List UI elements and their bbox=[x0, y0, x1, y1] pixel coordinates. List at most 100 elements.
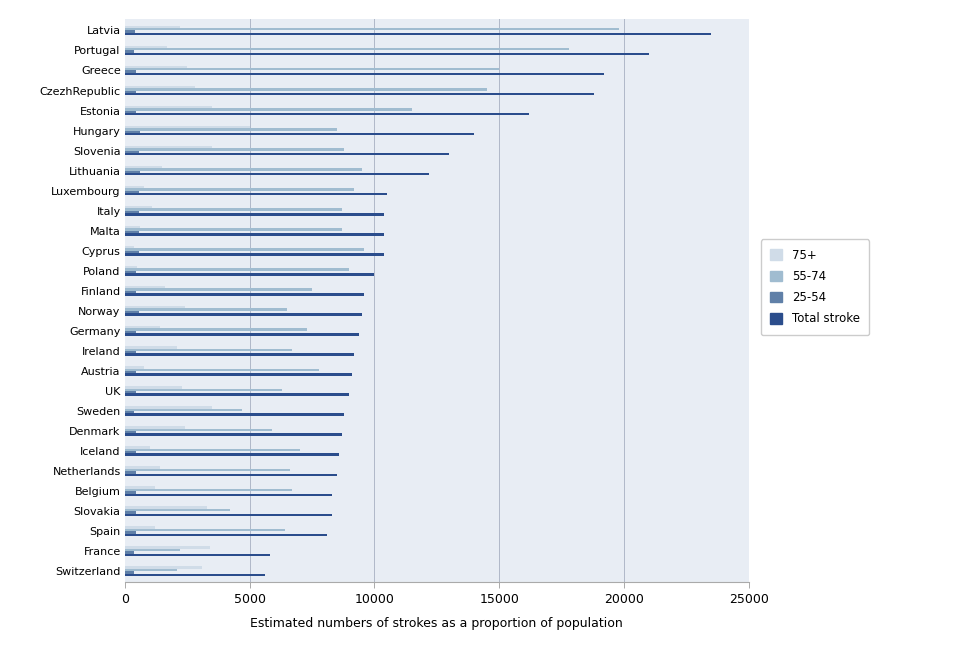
Bar bbox=[125, 349, 292, 351]
Bar bbox=[125, 30, 134, 33]
Bar bbox=[125, 253, 384, 256]
Bar bbox=[125, 231, 138, 233]
Bar bbox=[125, 166, 162, 168]
Bar bbox=[125, 551, 133, 554]
Bar bbox=[125, 131, 140, 133]
Bar bbox=[125, 211, 138, 213]
Bar bbox=[125, 569, 178, 571]
Bar bbox=[125, 66, 187, 68]
Bar bbox=[125, 151, 138, 153]
Bar bbox=[125, 406, 212, 409]
Bar bbox=[125, 50, 133, 53]
Bar bbox=[125, 48, 569, 50]
Bar bbox=[125, 389, 282, 391]
Bar bbox=[125, 126, 250, 128]
Bar bbox=[125, 146, 212, 148]
Bar bbox=[125, 326, 159, 329]
Bar bbox=[125, 173, 429, 175]
Bar bbox=[125, 271, 136, 273]
Bar bbox=[125, 193, 387, 195]
Bar bbox=[125, 148, 345, 151]
Bar bbox=[125, 494, 332, 496]
Bar bbox=[125, 488, 292, 491]
Bar bbox=[125, 93, 594, 95]
Bar bbox=[125, 554, 270, 556]
Bar bbox=[125, 366, 144, 369]
Bar bbox=[125, 53, 649, 55]
X-axis label: Estimated numbers of strokes as a proportion of population: Estimated numbers of strokes as a propor… bbox=[251, 617, 623, 630]
Bar bbox=[125, 153, 449, 155]
Bar bbox=[125, 108, 412, 111]
Bar bbox=[125, 33, 711, 35]
Bar bbox=[125, 451, 136, 454]
Bar bbox=[125, 353, 354, 356]
Bar bbox=[125, 329, 307, 331]
Bar bbox=[125, 266, 137, 269]
Bar bbox=[125, 85, 195, 88]
Bar bbox=[125, 567, 203, 569]
Bar bbox=[125, 431, 136, 433]
Bar bbox=[125, 474, 337, 476]
Bar bbox=[125, 248, 365, 251]
Bar bbox=[125, 369, 320, 371]
Bar bbox=[125, 286, 165, 289]
Bar bbox=[125, 168, 362, 171]
Bar bbox=[125, 433, 342, 436]
Bar bbox=[125, 509, 229, 511]
Bar bbox=[125, 514, 332, 516]
Bar bbox=[125, 571, 133, 574]
Bar bbox=[125, 309, 287, 311]
Bar bbox=[125, 233, 384, 236]
Bar bbox=[125, 105, 212, 108]
Bar bbox=[125, 191, 138, 193]
Bar bbox=[125, 289, 312, 291]
Bar bbox=[125, 228, 342, 231]
Bar bbox=[125, 531, 136, 534]
Bar bbox=[125, 409, 242, 411]
Bar bbox=[125, 534, 327, 536]
Bar bbox=[125, 371, 136, 373]
Bar bbox=[125, 466, 159, 468]
Bar bbox=[125, 468, 290, 471]
Bar bbox=[125, 471, 136, 474]
Bar bbox=[125, 511, 136, 514]
Bar bbox=[125, 393, 349, 396]
Bar bbox=[125, 91, 136, 93]
Bar bbox=[125, 549, 180, 551]
Bar bbox=[125, 68, 499, 71]
Legend: 75+, 55-74, 25-54, Total stroke: 75+, 55-74, 25-54, Total stroke bbox=[761, 239, 869, 335]
Bar bbox=[125, 426, 184, 429]
Bar bbox=[125, 373, 352, 376]
Bar bbox=[125, 291, 136, 293]
Bar bbox=[125, 547, 209, 549]
Bar bbox=[125, 429, 272, 431]
Bar bbox=[125, 507, 207, 509]
Bar bbox=[125, 487, 155, 488]
Bar bbox=[125, 208, 342, 211]
Bar bbox=[125, 73, 604, 75]
Bar bbox=[125, 269, 349, 271]
Bar bbox=[125, 273, 374, 276]
Bar bbox=[125, 111, 136, 113]
Bar bbox=[125, 529, 284, 531]
Bar bbox=[125, 333, 359, 336]
Bar bbox=[125, 454, 340, 456]
Bar bbox=[125, 411, 133, 413]
Bar bbox=[125, 128, 337, 131]
Bar bbox=[125, 346, 178, 349]
Bar bbox=[125, 527, 155, 529]
Bar bbox=[125, 71, 136, 73]
Bar bbox=[125, 293, 365, 296]
Bar bbox=[125, 351, 136, 353]
Bar bbox=[125, 246, 133, 248]
Bar bbox=[125, 311, 138, 313]
Bar bbox=[125, 413, 345, 416]
Bar bbox=[125, 574, 265, 576]
Bar bbox=[125, 251, 138, 253]
Bar bbox=[125, 186, 144, 188]
Bar bbox=[125, 188, 354, 191]
Bar bbox=[125, 28, 619, 30]
Bar bbox=[125, 113, 529, 115]
Bar bbox=[125, 213, 384, 215]
Bar bbox=[125, 306, 184, 309]
